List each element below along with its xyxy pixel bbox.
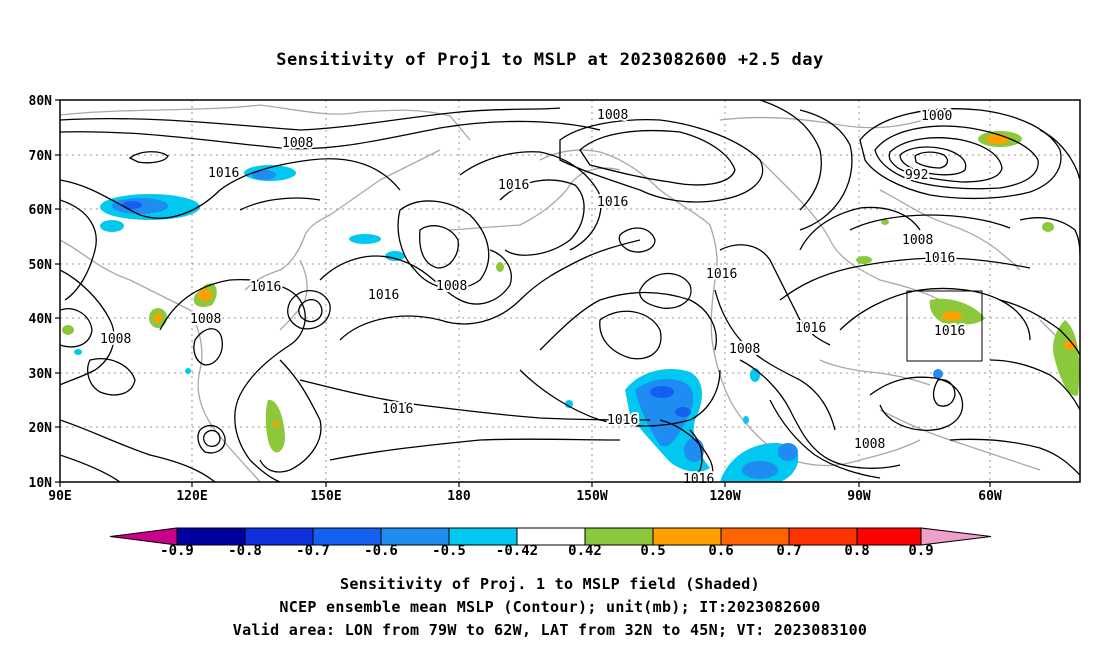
lat-label: 20N bbox=[29, 421, 53, 436]
lon-label: 150E bbox=[310, 489, 341, 504]
contour-label: 1008 bbox=[902, 233, 933, 248]
contour-label: 1008 bbox=[190, 312, 221, 327]
lon-label: 90W bbox=[847, 489, 871, 504]
contour-label: 1008 bbox=[100, 332, 131, 347]
colorbar-label: 0.6 bbox=[708, 543, 734, 559]
mslp-contours bbox=[60, 100, 1080, 482]
colorbar-label: 0.7 bbox=[776, 543, 802, 559]
colorbar-label: 0.42 bbox=[568, 543, 602, 559]
caption-line-1: Sensitivity of Proj. 1 to MSLP field (Sh… bbox=[340, 575, 760, 593]
lon-label: 60W bbox=[978, 489, 1002, 504]
colorbar-label: -0.7 bbox=[296, 543, 330, 559]
lon-label: 150W bbox=[576, 489, 607, 504]
axis-ticks bbox=[55, 99, 991, 487]
lat-label: 40N bbox=[29, 312, 53, 327]
lon-label: 120W bbox=[709, 489, 740, 504]
lon-label: 180 bbox=[447, 489, 471, 504]
longitude-labels: 90E 120E 150E 180 150W 120W 90W 60W bbox=[48, 489, 1002, 504]
contour-label: 1016 bbox=[597, 195, 628, 210]
contour-label: 1016 bbox=[683, 472, 714, 487]
contour-label: 1008 bbox=[436, 279, 467, 294]
contour-label: 992 bbox=[905, 168, 928, 183]
colorbar-label: -0.42 bbox=[495, 543, 539, 559]
contour-label: 1016 bbox=[382, 402, 413, 417]
caption-line-2: NCEP ensemble mean MSLP (Contour); unit(… bbox=[279, 598, 821, 616]
colorbar-label: -0.9 bbox=[160, 543, 194, 559]
contour-label: 1016 bbox=[706, 267, 737, 282]
colorbar-label: -0.8 bbox=[228, 543, 262, 559]
plot-frame bbox=[59, 99, 1081, 483]
contour-label: 1016 bbox=[368, 288, 399, 303]
latitude-labels: 80N 70N 60N 50N 40N 30N 20N 10N bbox=[29, 94, 53, 491]
lat-label: 50N bbox=[29, 258, 53, 273]
map-title: Sensitivity of Proj1 to MSLP at 20230826… bbox=[276, 50, 824, 70]
colorbar-labels: -0.9 -0.8 -0.7 -0.6 -0.5 -0.42 0.42 0.5 … bbox=[0, 543, 1100, 561]
lat-label: 10N bbox=[29, 476, 53, 491]
lat-label: 30N bbox=[29, 367, 53, 382]
contour-label: 1016 bbox=[250, 280, 281, 295]
contour-label: 1000 bbox=[921, 109, 952, 124]
contour-label: 1016 bbox=[607, 413, 638, 428]
contour-label: 1008 bbox=[282, 136, 313, 151]
lon-label: 120E bbox=[176, 489, 207, 504]
colorbar-label: 0.8 bbox=[844, 543, 870, 559]
colorbar-label: -0.6 bbox=[364, 543, 398, 559]
valid-area-box bbox=[906, 290, 983, 362]
colorbar-label: -0.5 bbox=[432, 543, 466, 559]
contour-label: 1008 bbox=[597, 108, 628, 123]
lon-label: 90E bbox=[48, 489, 71, 504]
contour-label: 1008 bbox=[854, 437, 885, 452]
colorbar bbox=[109, 527, 992, 546]
colorbar-label: 0.5 bbox=[640, 543, 666, 559]
lat-label: 70N bbox=[29, 149, 53, 164]
contour-label: 1016 bbox=[795, 321, 826, 336]
contour-labels: 1008 1016 1016 1008 1016 1016 1008 1008 … bbox=[98, 106, 967, 489]
colorbar-swatch bbox=[920, 527, 992, 546]
caption-line-3: Valid area: LON from 79W to 62W, LAT fro… bbox=[232, 621, 868, 639]
contour-label: 1016 bbox=[924, 251, 955, 266]
contour-label: 1008 bbox=[729, 342, 760, 357]
contour-label: 1016 bbox=[934, 324, 965, 339]
positive-sensitivity-shading bbox=[62, 131, 1080, 453]
contour-label: 1016 bbox=[498, 178, 529, 193]
gridlines bbox=[60, 100, 1080, 482]
colorbar-label: 0.9 bbox=[908, 543, 934, 559]
lat-label: 80N bbox=[29, 94, 53, 109]
contour-label: 1016 bbox=[208, 166, 239, 181]
lat-label: 60N bbox=[29, 203, 53, 218]
